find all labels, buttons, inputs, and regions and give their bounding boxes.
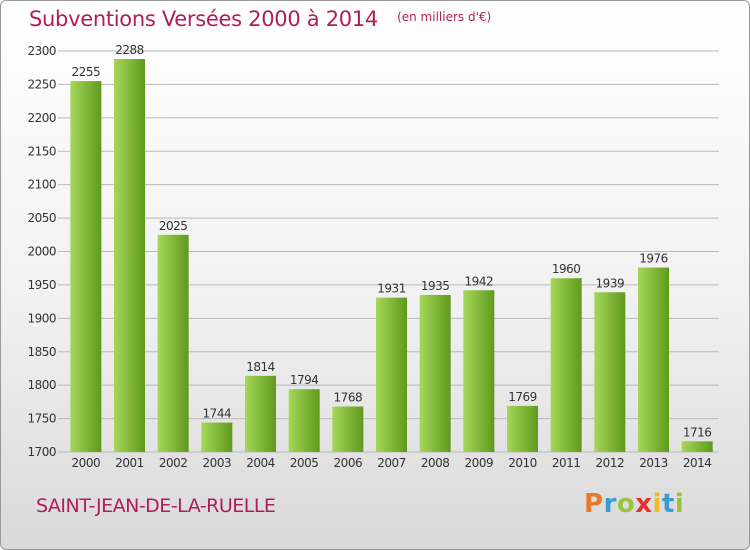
y-tick-label: 2100 xyxy=(27,178,56,192)
brand-letter: t xyxy=(661,489,675,519)
y-axis: 1700 1750 1800 1850 1900 1950 2000 2050 2100 2150… xyxy=(27,44,56,459)
x-tick-label: 2010 xyxy=(508,456,537,470)
y-tick-label: 1950 xyxy=(27,278,56,292)
chart-title: Subventions Versées 2000 à 2014 xyxy=(29,7,378,31)
data-label: 1931 xyxy=(377,282,406,296)
bars xyxy=(70,59,713,453)
x-tick-label: 2006 xyxy=(334,456,363,470)
commune-name: SAINT-JEAN-DE-LA-RUELLE xyxy=(36,495,276,517)
bar-chart: 2255 2288 2025 1744 1814 1794 1768 1931 1935 1942… xyxy=(27,43,719,470)
data-label: 2025 xyxy=(159,219,188,233)
x-tick-label: 2014 xyxy=(683,456,712,470)
brand-letter: x xyxy=(635,489,653,519)
brand-logo: Proxiti xyxy=(584,489,684,519)
data-label: 1769 xyxy=(508,390,537,404)
y-tick-label: 2300 xyxy=(27,44,56,58)
data-label: 1960 xyxy=(552,262,581,276)
bar-2004 xyxy=(245,375,276,452)
y-tick-label: 2050 xyxy=(27,211,56,225)
x-tick-label: 2008 xyxy=(421,456,450,470)
bar-2009 xyxy=(463,290,495,452)
bar-2003 xyxy=(201,422,233,452)
bar-2002 xyxy=(157,234,189,452)
data-label: 1814 xyxy=(246,360,275,374)
data-label: 1935 xyxy=(421,279,450,293)
y-tick-label: 1700 xyxy=(27,445,56,459)
chart-unit: (en milliers d'€) xyxy=(397,10,492,24)
brand-letter: P xyxy=(584,489,604,519)
data-label: 1794 xyxy=(290,373,319,387)
x-tick-label: 2000 xyxy=(72,456,101,470)
bar-2006 xyxy=(332,406,364,452)
bar-2013 xyxy=(638,267,669,452)
x-tick-label: 2011 xyxy=(552,456,581,470)
bar-2011 xyxy=(550,278,582,452)
bar-2014 xyxy=(681,441,713,452)
x-tick-label: 2007 xyxy=(377,456,406,470)
y-tick-label: 2150 xyxy=(27,144,56,158)
x-tick-label: 2003 xyxy=(203,456,232,470)
data-label: 1768 xyxy=(334,391,363,405)
bar-2000 xyxy=(70,81,102,452)
brand-letter: o xyxy=(616,489,636,519)
y-tick-label: 2000 xyxy=(27,245,56,259)
bar-2010 xyxy=(507,405,538,452)
bar-2001 xyxy=(114,59,145,453)
bar-2007 xyxy=(376,297,407,452)
data-label: 1939 xyxy=(596,276,625,290)
brand-letter: r xyxy=(603,489,617,519)
x-tick-label: 2002 xyxy=(159,456,188,470)
data-label: 1716 xyxy=(683,425,712,439)
data-label: 2255 xyxy=(72,65,101,79)
title-row: Subventions Versées 2000 à 2014 (en mill… xyxy=(29,7,491,31)
x-axis: 2000 2001 2002 2003 2004 2005 2006 2007 2008 2009… xyxy=(72,456,712,470)
y-tick-label: 2250 xyxy=(27,77,56,91)
x-tick-label: 2009 xyxy=(465,456,494,470)
y-tick-label: 1800 xyxy=(27,378,56,392)
y-tick-label: 1900 xyxy=(27,311,56,325)
bar-2008 xyxy=(419,294,451,452)
x-tick-label: 2012 xyxy=(596,456,625,470)
data-label: 1976 xyxy=(639,252,668,266)
y-tick-label: 1750 xyxy=(27,412,56,426)
brand-letter: i xyxy=(674,489,685,519)
bar-2012 xyxy=(594,292,626,452)
data-label: 2288 xyxy=(115,43,144,57)
x-tick-label: 2013 xyxy=(639,456,668,470)
data-label: 1744 xyxy=(203,407,232,421)
x-tick-label: 2001 xyxy=(115,456,144,470)
x-tick-label: 2005 xyxy=(290,456,319,470)
y-tick-label: 2200 xyxy=(27,111,56,125)
data-label: 1942 xyxy=(465,274,494,288)
y-tick-label: 1850 xyxy=(27,345,56,359)
bar-2005 xyxy=(288,389,320,452)
x-tick-label: 2004 xyxy=(246,456,275,470)
brand-letter: i xyxy=(652,489,662,519)
data-labels: 2255 2288 2025 1744 1814 1794 1768 1931 1935 1942… xyxy=(72,43,712,439)
